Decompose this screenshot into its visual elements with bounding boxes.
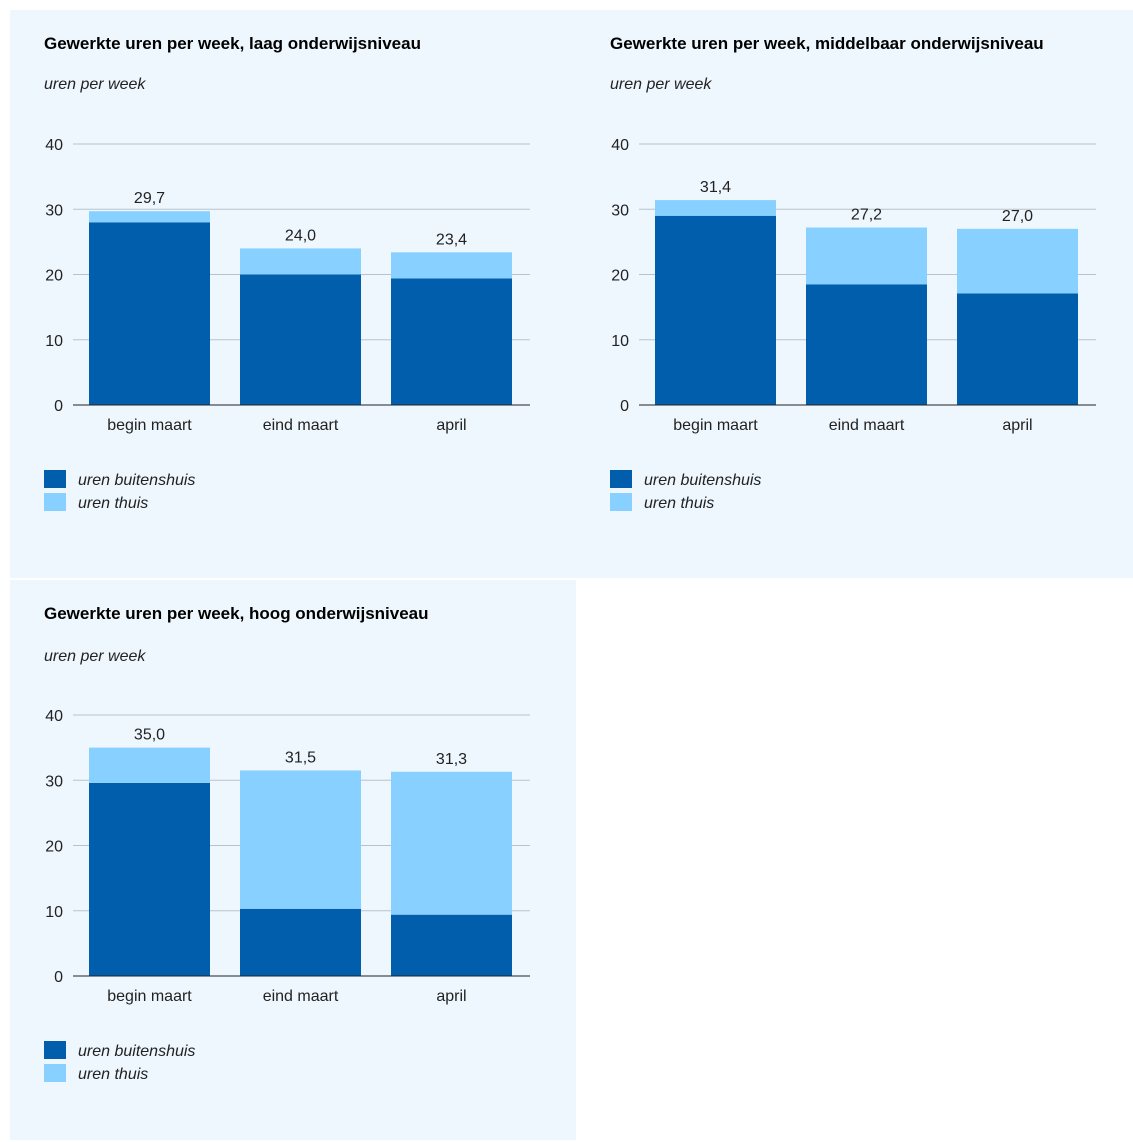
legend-label: uren buitenshuis bbox=[78, 472, 195, 489]
chart-panel-laag: Gewerkte uren per week, laag onderwijsni… bbox=[10, 10, 576, 578]
x-category-label: begin maart bbox=[673, 417, 758, 434]
bar-segment bbox=[240, 908, 361, 976]
data-label: 29,7 bbox=[134, 190, 165, 207]
chart-panel-hoog: Gewerkte uren per week, hoog onderwijsni… bbox=[10, 580, 576, 1140]
legend-swatch bbox=[44, 1064, 66, 1082]
y-axis-unit: uren per week bbox=[610, 76, 712, 93]
y-tick-label: 40 bbox=[611, 137, 629, 154]
x-category-label: eind maart bbox=[829, 417, 905, 434]
y-tick-label: 40 bbox=[45, 137, 63, 154]
y-tick-label: 20 bbox=[45, 268, 63, 285]
chart-svg-hoog: Gewerkte uren per week, hoog onderwijsni… bbox=[44, 604, 530, 1083]
legend-label: uren thuis bbox=[644, 495, 714, 512]
y-tick-label: 0 bbox=[54, 969, 63, 986]
bar-segment bbox=[89, 222, 210, 405]
bar-segment bbox=[957, 228, 1078, 294]
x-category-label: begin maart bbox=[107, 988, 192, 1005]
x-category-label: april bbox=[1002, 417, 1032, 434]
y-axis-unit: uren per week bbox=[44, 76, 146, 93]
x-category-label: april bbox=[436, 988, 466, 1005]
y-tick-label: 30 bbox=[611, 202, 629, 219]
bar-segment bbox=[655, 200, 776, 216]
bar-segment bbox=[806, 284, 927, 405]
chart-panel-middelbaar: Gewerkte uren per week, middelbaar onder… bbox=[576, 10, 1133, 578]
legend-swatch bbox=[610, 493, 632, 511]
plot-area: 0 10 20 30 40 31,4 begin maart 27,2 eind maart 27… bbox=[610, 137, 1096, 512]
legend-label: uren thuis bbox=[78, 495, 148, 512]
y-tick-label: 30 bbox=[45, 773, 63, 790]
legend-swatch bbox=[44, 1041, 66, 1059]
legend-label: uren thuis bbox=[78, 1066, 148, 1083]
x-category-label: eind maart bbox=[263, 988, 339, 1005]
data-label: 24,0 bbox=[285, 227, 316, 244]
x-category-label: begin maart bbox=[107, 417, 192, 434]
bar-segment bbox=[89, 782, 210, 976]
plot-area: 0 10 20 30 40 35,0 begin maart 31,5 eind maart 31… bbox=[44, 708, 530, 1083]
chart-title: Gewerkte uren per week, middelbaar onder… bbox=[610, 34, 1044, 53]
x-category-label: april bbox=[436, 417, 466, 434]
bar-segment bbox=[957, 293, 1078, 405]
y-tick-label: 10 bbox=[45, 333, 63, 350]
data-label: 27,2 bbox=[851, 207, 882, 224]
y-tick-label: 10 bbox=[611, 333, 629, 350]
data-label: 31,4 bbox=[700, 179, 731, 196]
legend-label: uren buitenshuis bbox=[78, 1043, 195, 1060]
y-tick-label: 20 bbox=[45, 839, 63, 856]
y-tick-label: 30 bbox=[45, 202, 63, 219]
bar-segment bbox=[391, 278, 512, 405]
chart-svg-middelbaar: Gewerkte uren per week, middelbaar onder… bbox=[610, 34, 1096, 512]
x-category-label: eind maart bbox=[263, 417, 339, 434]
y-tick-label: 0 bbox=[54, 398, 63, 415]
plot-area: 0 10 20 30 40 29,7 begin maart 24,0 eind maart 23… bbox=[44, 137, 530, 512]
y-tick-label: 20 bbox=[611, 268, 629, 285]
bar-segment bbox=[89, 211, 210, 223]
data-label: 31,3 bbox=[436, 751, 467, 768]
bar-segment bbox=[391, 252, 512, 279]
data-label: 27,0 bbox=[1002, 208, 1033, 225]
data-label: 35,0 bbox=[134, 727, 165, 744]
chart-title: Gewerkte uren per week, laag onderwijsni… bbox=[44, 34, 421, 53]
bar-segment bbox=[391, 914, 512, 976]
y-tick-label: 10 bbox=[45, 904, 63, 921]
legend-swatch bbox=[44, 470, 66, 488]
bar-segment bbox=[89, 747, 210, 783]
chart-title: Gewerkte uren per week, hoog onderwijsni… bbox=[44, 604, 429, 623]
bar-segment bbox=[240, 248, 361, 275]
bar-segment bbox=[391, 771, 512, 915]
data-label: 23,4 bbox=[436, 231, 467, 248]
legend-label: uren buitenshuis bbox=[644, 472, 761, 489]
legend-swatch bbox=[44, 493, 66, 511]
bar-segment bbox=[240, 274, 361, 405]
y-tick-label: 0 bbox=[620, 398, 629, 415]
y-tick-label: 40 bbox=[45, 708, 63, 725]
chart-svg-laag: Gewerkte uren per week, laag onderwijsni… bbox=[44, 34, 530, 512]
legend-swatch bbox=[610, 470, 632, 488]
bar-segment bbox=[240, 770, 361, 909]
data-label: 31,5 bbox=[285, 749, 316, 766]
bar-segment bbox=[655, 215, 776, 405]
y-axis-unit: uren per week bbox=[44, 648, 146, 665]
bar-segment bbox=[806, 227, 927, 285]
